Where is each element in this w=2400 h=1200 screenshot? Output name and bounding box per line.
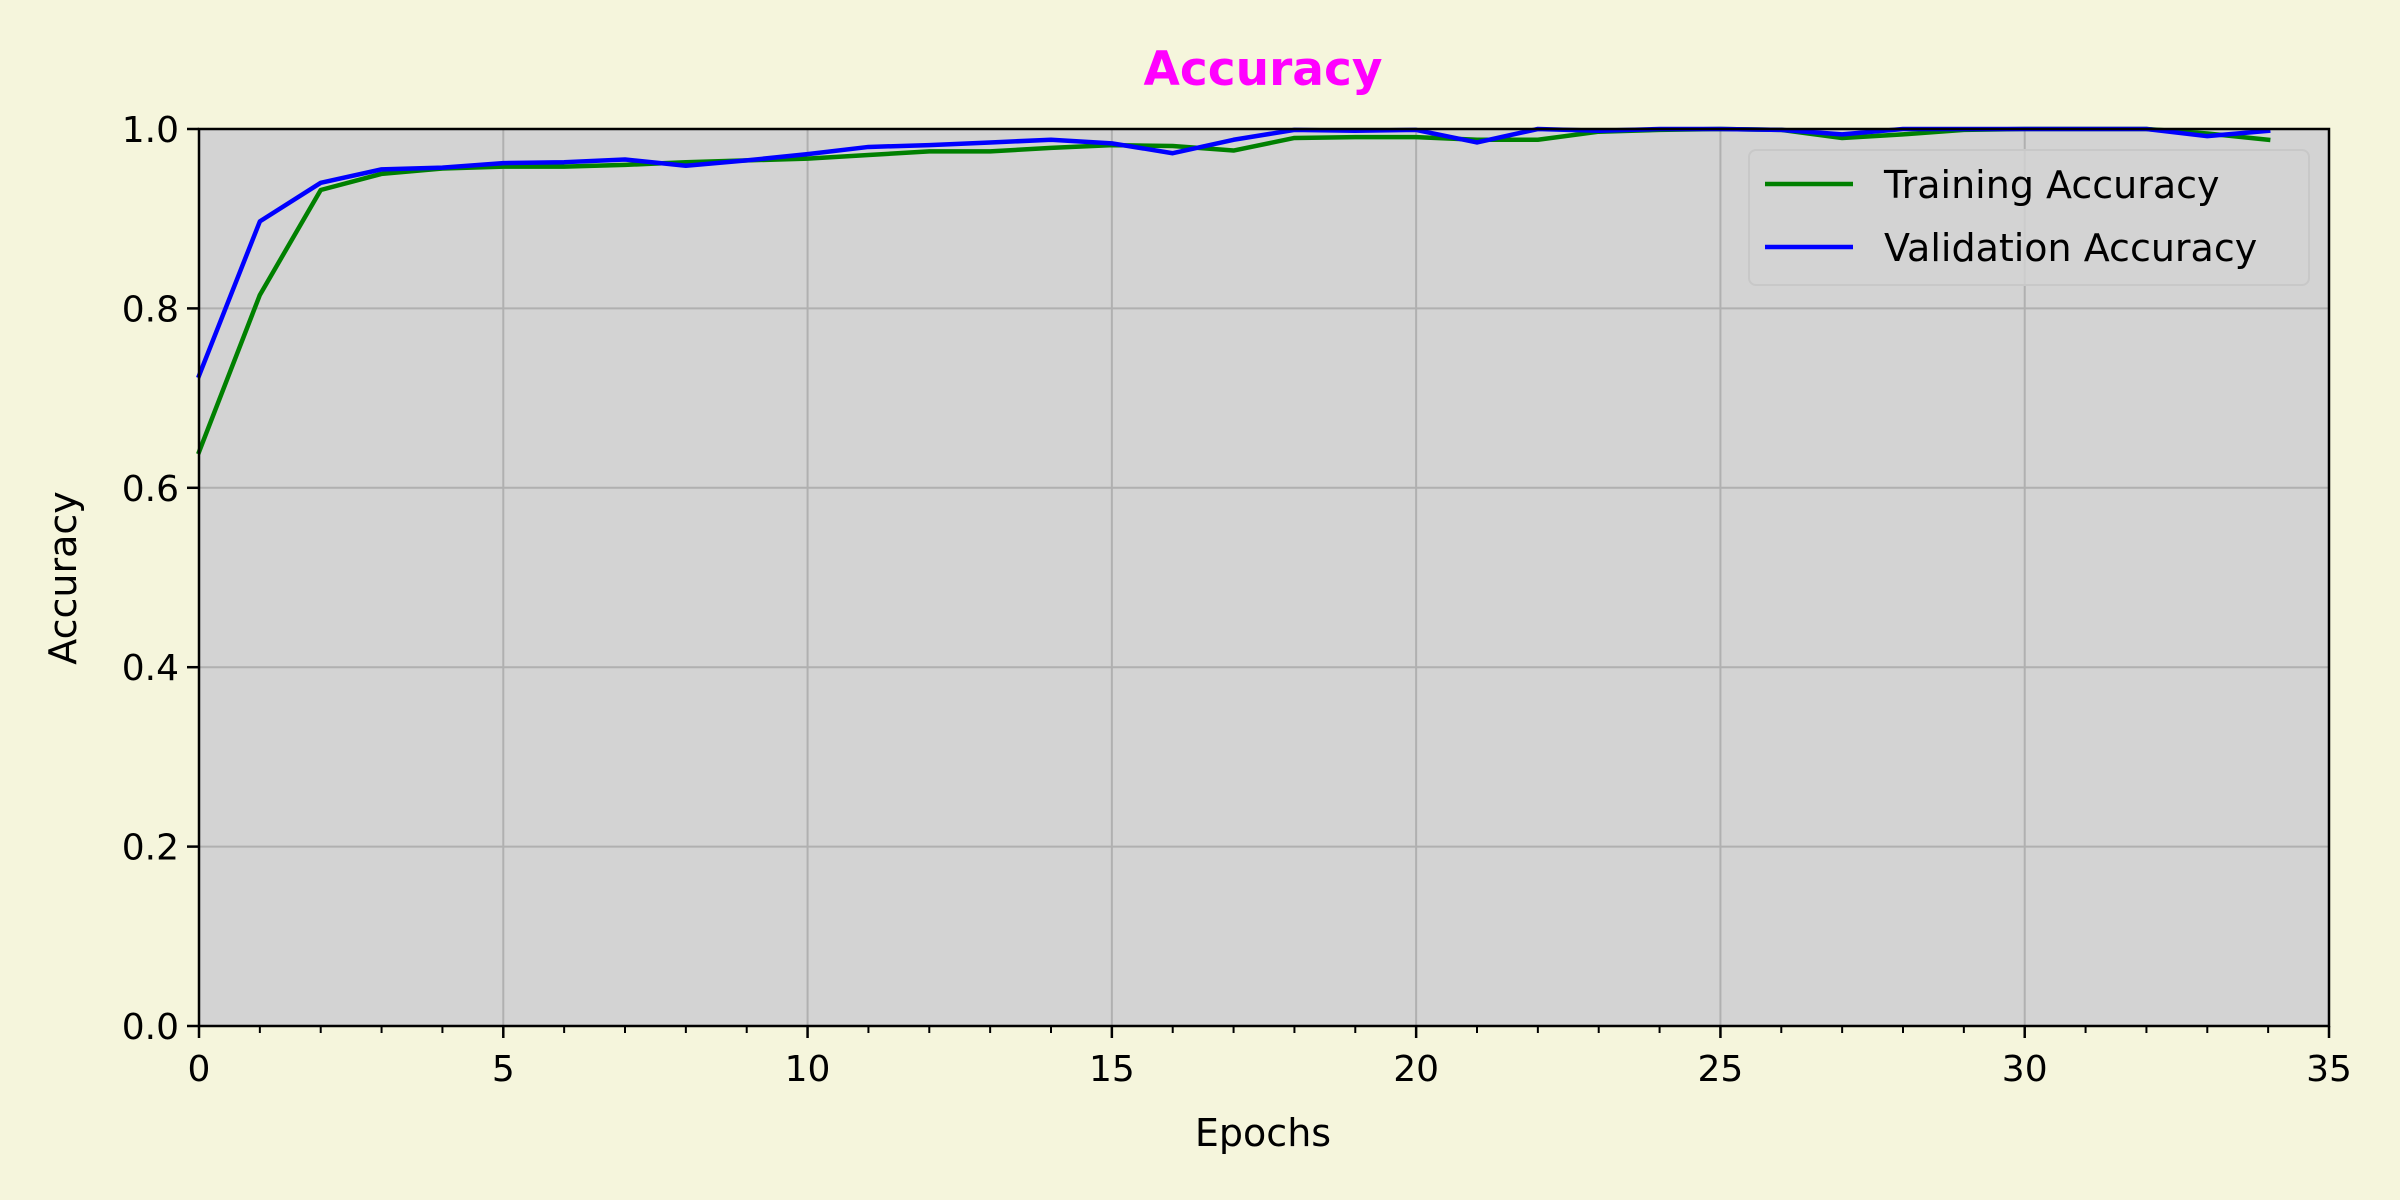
y-tick-label: 0.6 [122,469,179,510]
y-tick-label: 1.0 [122,110,179,151]
legend-box [1748,149,2310,286]
legend-label-training: Training Accuracy [1883,163,2220,207]
axis-ticks: 0 5 10 15 20 25 30 35 0.0 0.2 0.4 0.6 0.8 1.0 [122,110,2352,1090]
legend-label-validation: Validation Accuracy [1884,226,2257,270]
x-tick-label: 35 [2306,1049,2352,1090]
chart-title: Accuracy [1144,42,1383,97]
y-tick-label: 0.4 [122,648,179,689]
x-axis-label: Epochs [1195,1111,1331,1155]
x-tick-label: 10 [785,1049,831,1090]
x-tick-label: 0 [188,1049,211,1090]
legend: Training Accuracy Validation Accuracy [1748,149,2310,286]
y-tick-label: 0.8 [122,289,179,330]
x-tick-label: 30 [2002,1049,2048,1090]
y-tick-label: 0.0 [122,1007,179,1048]
y-tick-label: 0.2 [122,828,179,869]
x-tick-label: 25 [1698,1049,1744,1090]
y-axis-label: Accuracy [41,491,85,665]
training-accuracy-line [196,126,2271,455]
x-tick-label: 20 [1393,1049,1439,1090]
x-tick-label: 15 [1089,1049,1135,1090]
x-tick-label: 5 [492,1049,515,1090]
plot-frame [197,127,2331,1028]
